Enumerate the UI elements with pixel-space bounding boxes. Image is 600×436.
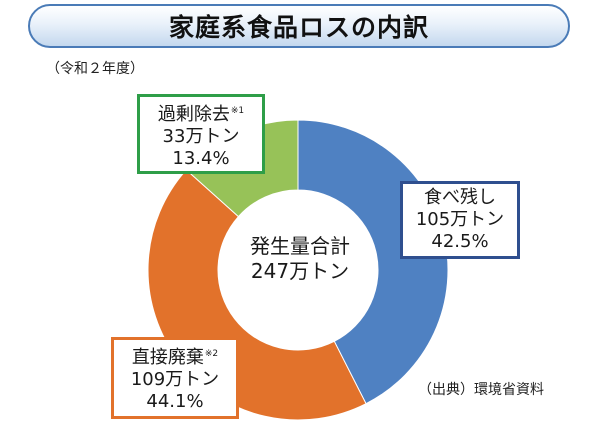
slice-label-note: ※2: [204, 349, 219, 359]
source-note: （出典）環境省資料: [418, 382, 544, 398]
slice-label-name: 過剰除去: [157, 104, 230, 125]
slice-label-note: ※1: [230, 106, 245, 116]
slice-label-amount: 33万トン: [162, 126, 240, 147]
slice-label-name: 食べ残し: [424, 187, 496, 208]
label-box-leftovers: 食べ残し 105万トン 42.5%: [400, 181, 520, 259]
slice-label-amount: 109万トン: [130, 369, 220, 390]
title-banner: 家庭系食品ロスの内訳: [28, 4, 570, 48]
slice-label-name: 直接廃棄: [131, 347, 204, 368]
center-total-value: 247万トン: [250, 259, 350, 283]
label-box-direct-disposal: 直接廃棄※2 109万トン 44.1%: [111, 337, 239, 419]
slice-label-percent: 42.5%: [431, 231, 489, 252]
label-box-excess-removal: 過剰除去※1 33万トン 13.4%: [137, 94, 265, 174]
slice-label-percent: 44.1%: [146, 391, 204, 412]
center-total-label: 発生量合計 247万トン: [230, 234, 370, 284]
center-total-title: 発生量合計: [250, 234, 350, 258]
chart-title: 家庭系食品ロスの内訳: [168, 13, 429, 42]
slice-label-amount: 105万トン: [415, 209, 505, 230]
slice-label-percent: 13.4%: [172, 148, 230, 169]
chart-subtitle: （令和２年度）: [46, 61, 144, 77]
